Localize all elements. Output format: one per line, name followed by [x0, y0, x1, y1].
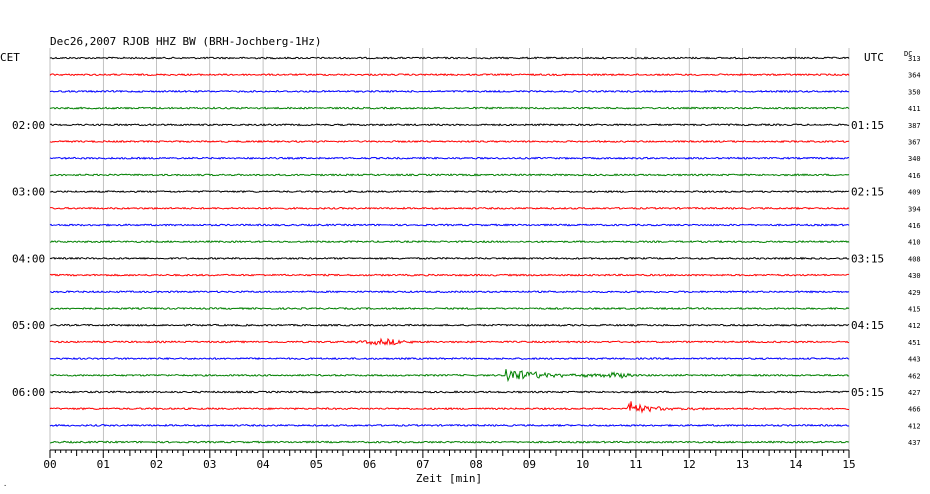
dc-header-label: DC [904, 50, 912, 58]
trace-line [49, 239, 850, 244]
left-hour-label: 05:00 [12, 319, 45, 332]
dc-offset-label: 350 [908, 88, 921, 96]
trace-line [49, 206, 850, 210]
x-tick-label: 04 [256, 458, 270, 471]
x-tick-label: 01 [97, 458, 110, 471]
dc-offset-label: 394 [908, 205, 921, 213]
dc-offset-label: 411 [908, 105, 921, 113]
dc-offset-label: 451 [908, 339, 921, 347]
dc-offset-label: 364 [908, 72, 921, 80]
x-tick-label: 02 [150, 458, 163, 471]
trace-line [49, 139, 850, 144]
right-hour-label: 03:15 [851, 252, 884, 265]
x-tick-label: 14 [789, 458, 803, 471]
dc-offset-label: 416 [908, 172, 921, 180]
trace-line [49, 390, 850, 394]
x-tick-label: 11 [629, 458, 642, 471]
dc-offset-label: 387 [908, 122, 921, 130]
dc-offset-label: 313 [908, 55, 921, 63]
trace-line [49, 440, 850, 444]
left-timezone-label: CET [0, 51, 20, 64]
x-axis-label: Zeit [min] [416, 472, 482, 485]
right-timezone-label: UTC [864, 51, 884, 64]
trace-line [49, 189, 850, 194]
dc-offset-label: 367 [908, 139, 921, 147]
right-hour-label: 05:15 [851, 386, 884, 399]
labels: 313 364 350 411 387 367 340 416 409 394 416 410 408 4… [12, 55, 921, 447]
dc-offset-label: 427 [908, 389, 921, 397]
trace-line [49, 401, 850, 414]
x-axis: 00 01 02 03 04 05 06 07 08 09 10 11 12 13 14 15 [43, 449, 856, 471]
left-hour-label: 04:00 [12, 252, 45, 265]
x-tick-label: 10 [576, 458, 589, 471]
trace-line [49, 56, 850, 60]
x-tick-label: 15 [842, 458, 855, 471]
x-tick-label: 09 [523, 458, 536, 471]
trace-line [49, 123, 850, 127]
dc-offset-label: 409 [908, 189, 921, 197]
trace-line [49, 290, 850, 294]
x-tick-label: 06 [363, 458, 376, 471]
dc-offset-label: 462 [908, 372, 921, 380]
dc-offset-label: 416 [908, 222, 921, 230]
dc-offset-label: 429 [908, 289, 921, 297]
grid [49, 48, 850, 450]
x-tick-label: 07 [416, 458, 429, 471]
left-hour-label: 06:00 [12, 386, 45, 399]
trace-line [49, 173, 850, 177]
chart-title: Dec26,2007 RJOB HHZ BW (BRH-Jochberg-1Hz… [50, 35, 322, 48]
trace-line [49, 306, 850, 311]
trace-line [49, 223, 850, 227]
trace-line [49, 273, 850, 277]
dc-offset-label: 340 [908, 155, 921, 163]
traces [49, 56, 850, 444]
right-hour-label: 02:15 [851, 186, 884, 199]
right-hour-label: 04:15 [851, 319, 884, 332]
dc-offset-label: 415 [908, 306, 921, 314]
trace-line [49, 369, 850, 383]
dc-offset-label: 466 [908, 406, 921, 414]
dc-offset-label: 437 [908, 439, 921, 447]
x-tick-label: 03 [203, 458, 216, 471]
left-hour-label: 02:00 [12, 119, 45, 132]
trace-line [49, 323, 850, 327]
trace-line [49, 89, 850, 94]
trace-line [49, 73, 850, 77]
dc-offset-label: 443 [908, 356, 921, 364]
dc-offset-label: 412 [908, 322, 921, 330]
x-tick-label: 00 [43, 458, 56, 471]
dc-offset-label: 412 [908, 422, 921, 430]
left-hour-label: 03:00 [12, 186, 45, 199]
x-tick-label: 05 [310, 458, 323, 471]
x-tick-label: 08 [470, 458, 483, 471]
x-tick-label: 13 [736, 458, 749, 471]
trace-line [49, 357, 850, 361]
x-tick-label: 12 [683, 458, 696, 471]
dc-offset-label: 410 [908, 239, 921, 247]
right-hour-label: 01:15 [851, 119, 884, 132]
trace-line [49, 423, 850, 428]
dc-offset-label: 430 [908, 272, 921, 280]
dc-offset-label: 408 [908, 255, 921, 263]
trace-line [49, 337, 850, 346]
footnote-mark: . [3, 480, 7, 488]
trace-line [49, 106, 850, 110]
trace-line [49, 156, 850, 160]
trace-line [49, 256, 850, 261]
